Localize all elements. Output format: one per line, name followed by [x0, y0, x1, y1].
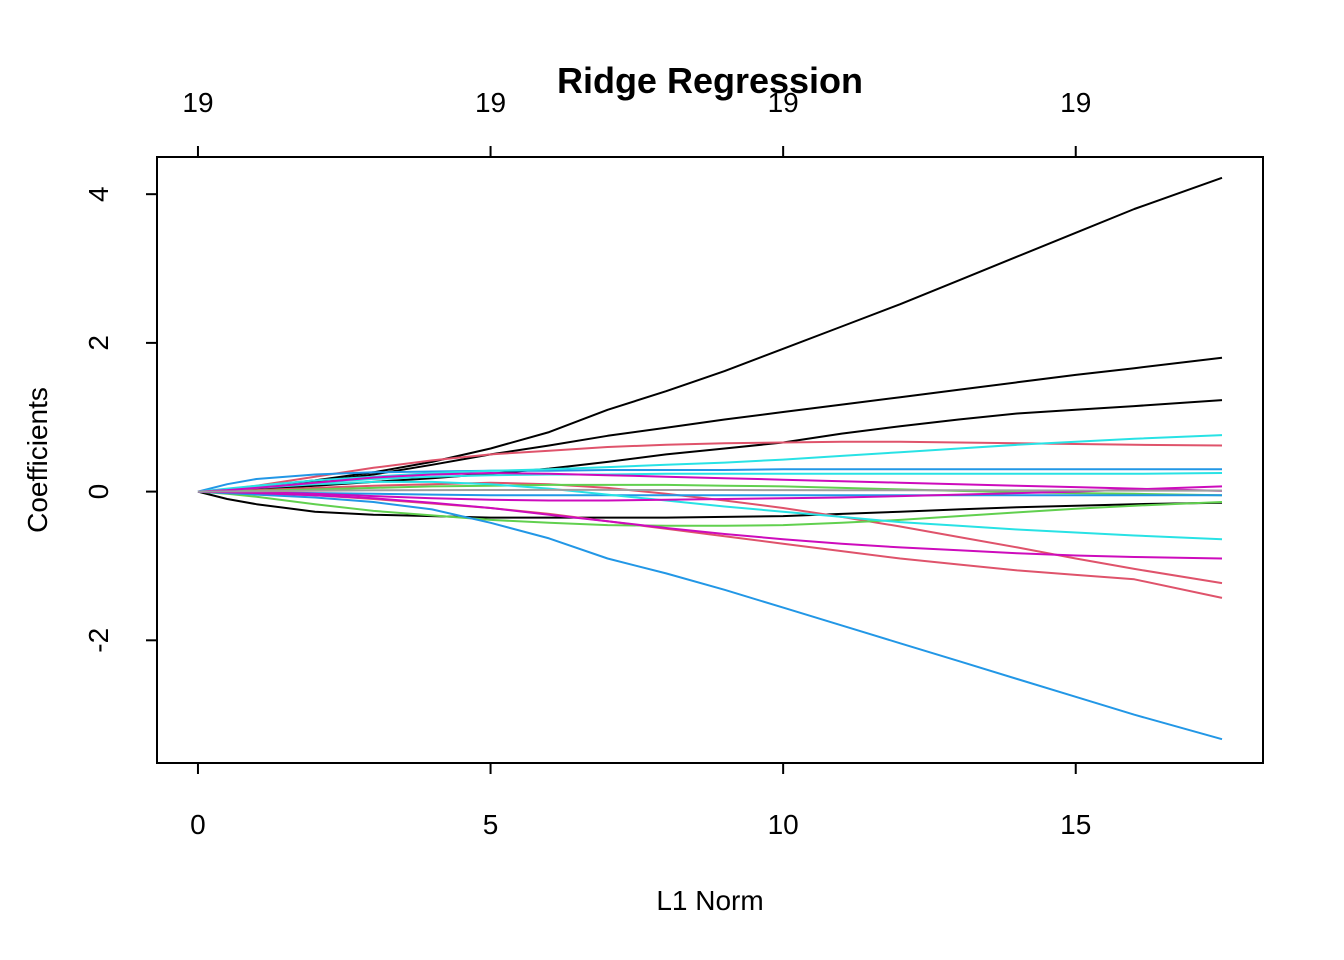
x-tick-label: 10 — [768, 809, 799, 840]
series-line-8 — [197, 490, 1223, 527]
y-tick-label: -2 — [83, 628, 114, 653]
series-line-19 — [197, 488, 1222, 493]
series-line-7 — [197, 481, 1223, 585]
series-line-11 — [197, 468, 1222, 493]
x-axis: 0 5 10 15 — [190, 763, 1091, 840]
y-axis: -2 0 2 4 — [83, 186, 157, 653]
series-line-10 — [197, 490, 1223, 741]
series-line-18 — [197, 485, 1223, 502]
top-tick-label: 19 — [768, 87, 799, 118]
y-tick-label: 4 — [83, 186, 114, 202]
x-axis-label: L1 Norm — [656, 885, 763, 916]
x-tick-label: 0 — [190, 809, 206, 840]
y-tick-label: 0 — [83, 484, 114, 500]
series-line-5 — [197, 440, 1223, 493]
top-tick-label: 19 — [182, 87, 213, 118]
series-line-4 — [197, 490, 1223, 519]
top-tick-label: 19 — [475, 87, 506, 118]
top-axis: 19 19 19 19 — [182, 87, 1091, 157]
chart-title: Ridge Regression — [557, 60, 863, 101]
series-line-13 — [197, 434, 1223, 493]
top-tick-label: 19 — [1060, 87, 1091, 118]
series-lines — [197, 176, 1223, 741]
y-tick-label: 2 — [83, 335, 114, 351]
plot-frame — [156, 156, 1264, 764]
series-line-17 — [197, 490, 1223, 560]
x-tick-label: 15 — [1060, 809, 1091, 840]
series-line-3 — [197, 399, 1223, 493]
series-line-16 — [197, 472, 1223, 493]
x-tick-label: 5 — [483, 809, 499, 840]
y-axis-label: Coefficients — [22, 387, 53, 533]
